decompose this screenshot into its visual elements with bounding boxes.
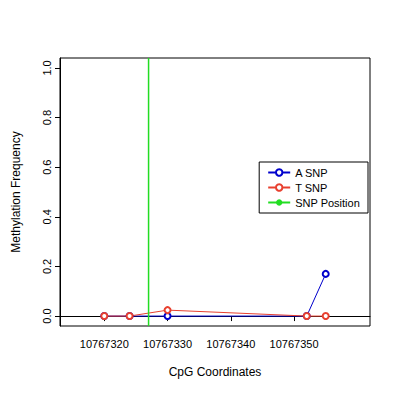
svg-text:0.6: 0.6 [41, 160, 53, 175]
svg-text:CpG Coordinates: CpG Coordinates [169, 365, 262, 379]
svg-text:0.4: 0.4 [41, 209, 53, 224]
svg-text:0.0: 0.0 [41, 308, 53, 323]
svg-text:10767350: 10767350 [270, 338, 319, 350]
svg-text:Methylation Frequency: Methylation Frequency [9, 131, 23, 252]
svg-text:10767340: 10767340 [206, 338, 255, 350]
svg-text:T SNP: T SNP [295, 182, 327, 194]
svg-text:10767330: 10767330 [143, 338, 192, 350]
svg-text:0.2: 0.2 [41, 259, 53, 274]
svg-text:A SNP: A SNP [295, 167, 327, 179]
svg-text:0.8: 0.8 [41, 110, 53, 125]
svg-text:SNP Position: SNP Position [295, 197, 360, 209]
svg-text:1.0: 1.0 [41, 60, 53, 75]
svg-text:10767320: 10767320 [80, 338, 129, 350]
